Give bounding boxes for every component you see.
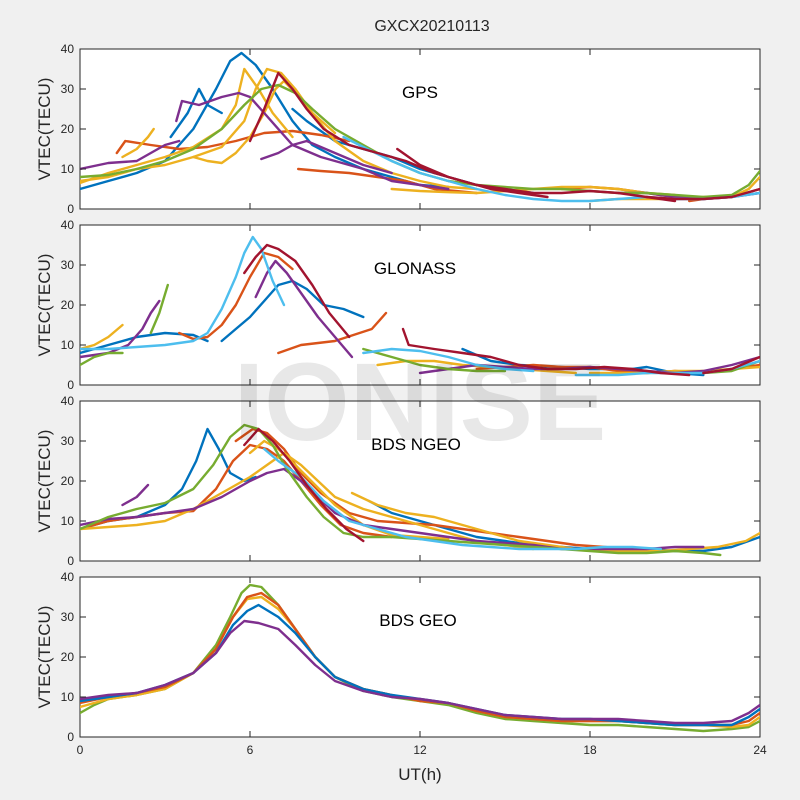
series-line (396, 147, 677, 203)
panel-label: GLONASS (374, 259, 456, 278)
series-line (121, 483, 150, 507)
figure-title: GXCX20210113 (374, 18, 489, 35)
panel-glonass: 0 10 20 30 40 VTEC(TECU) GLONASS (35, 218, 761, 392)
panel-label: BDS NGEO (371, 435, 461, 454)
series-line (362, 347, 535, 373)
y-tick-label: 20 (61, 650, 75, 664)
panel-bds-geo: 0 10 20 30 40 0 6 12 18 24 VTEC(TECU) BDS GEO (35, 570, 767, 757)
series-line (277, 311, 388, 355)
y-tick-label: 20 (61, 122, 75, 136)
y-axis-label: VTEC(TECU) (35, 254, 54, 357)
series-line (80, 67, 478, 191)
plot-area (79, 400, 761, 562)
series-line (702, 355, 760, 375)
series-line (80, 619, 760, 725)
plot-area (79, 576, 761, 738)
y-tick-label: 30 (61, 258, 75, 272)
series-line (80, 331, 209, 355)
y-tick-label: 40 (61, 394, 75, 408)
series-line (297, 167, 478, 195)
series-line (80, 235, 286, 351)
series-line (80, 351, 124, 367)
y-tick-label: 10 (61, 162, 75, 176)
series-line (362, 347, 507, 373)
series-line (80, 51, 450, 191)
y-tick-label: 30 (61, 82, 75, 96)
series-line (169, 87, 223, 139)
y-tick-label: 20 (61, 474, 75, 488)
series-line (243, 427, 365, 543)
y-tick-label: 0 (67, 730, 74, 744)
series-line (175, 91, 450, 191)
x-tick-label: 0 (77, 743, 84, 757)
y-tick-label: 0 (67, 202, 74, 216)
panel-label: GPS (402, 83, 438, 102)
traces (80, 423, 760, 557)
series-line (220, 279, 365, 343)
y-axis-label: VTEC(TECU) (35, 430, 54, 533)
y-tick-label: 0 (67, 378, 74, 392)
x-tick-label: 18 (583, 743, 597, 757)
y-axis-label: VTEC(TECU) (35, 606, 54, 709)
series-line (80, 451, 535, 551)
panel-bds-ngeo: 0 10 20 30 40 VTEC(TECU) BDS NGEO (35, 394, 761, 568)
y-tick-label: 40 (61, 218, 75, 232)
traces (80, 51, 760, 203)
series-line (80, 323, 124, 351)
y-tick-label: 40 (61, 570, 75, 584)
x-axis-label: UT(h) (398, 765, 441, 784)
x-tick-label: 24 (753, 743, 767, 757)
series-line (149, 283, 169, 335)
y-tick-label: 10 (61, 338, 75, 352)
panel-label: BDS GEO (379, 611, 456, 630)
y-tick-label: 30 (61, 434, 75, 448)
series-line (475, 169, 760, 199)
series-line (645, 187, 760, 201)
y-tick-label: 30 (61, 610, 75, 624)
series-line (115, 129, 351, 155)
traces (80, 583, 760, 733)
series-line (248, 71, 549, 199)
y-tick-label: 20 (61, 298, 75, 312)
series-line (80, 139, 181, 171)
y-axis-label: VTEC(TECU) (35, 78, 54, 181)
traces (80, 235, 760, 377)
y-tick-label: 40 (61, 42, 75, 56)
series-line (121, 127, 155, 159)
series-line (263, 447, 662, 551)
y-tick-label: 10 (61, 514, 75, 528)
x-tick-label: 6 (247, 743, 254, 757)
watermark: IONISE (234, 341, 607, 464)
y-tick-label: 0 (67, 554, 74, 568)
panel-gps: 0 10 20 30 40 VTEC(TECU) GPS (35, 42, 761, 216)
y-tick-label: 10 (61, 690, 75, 704)
series-line (234, 427, 634, 551)
series-line (260, 139, 393, 175)
plot-area (79, 224, 761, 386)
series-line (243, 243, 351, 339)
subplot-panels: 0 10 20 30 40 VTEC(TECU) GPS 0 10 20 30 40 VTEC(TECU… (35, 42, 767, 757)
x-tick-label: 12 (413, 743, 427, 757)
series-line (401, 327, 691, 377)
